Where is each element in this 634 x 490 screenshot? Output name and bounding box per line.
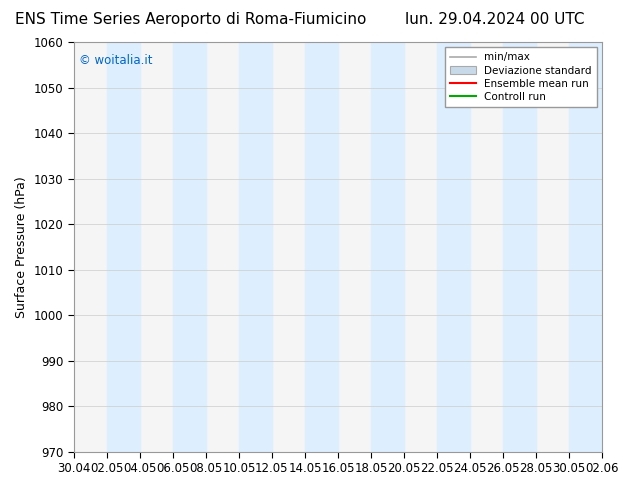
Legend: min/max, Deviazione standard, Ensemble mean run, Controll run: min/max, Deviazione standard, Ensemble m… [444,47,597,107]
Text: ENS Time Series Aeroporto di Roma-Fiumicino: ENS Time Series Aeroporto di Roma-Fiumic… [15,12,366,27]
Bar [503,42,536,452]
Bar [371,42,404,452]
Bar [305,42,338,452]
Bar [107,42,139,452]
Text: lun. 29.04.2024 00 UTC: lun. 29.04.2024 00 UTC [404,12,585,27]
Text: © woitalia.it: © woitalia.it [79,54,153,67]
Bar [173,42,206,452]
Y-axis label: Surface Pressure (hPa): Surface Pressure (hPa) [15,176,28,318]
Bar [239,42,272,452]
Bar [569,42,602,452]
Bar [437,42,470,452]
